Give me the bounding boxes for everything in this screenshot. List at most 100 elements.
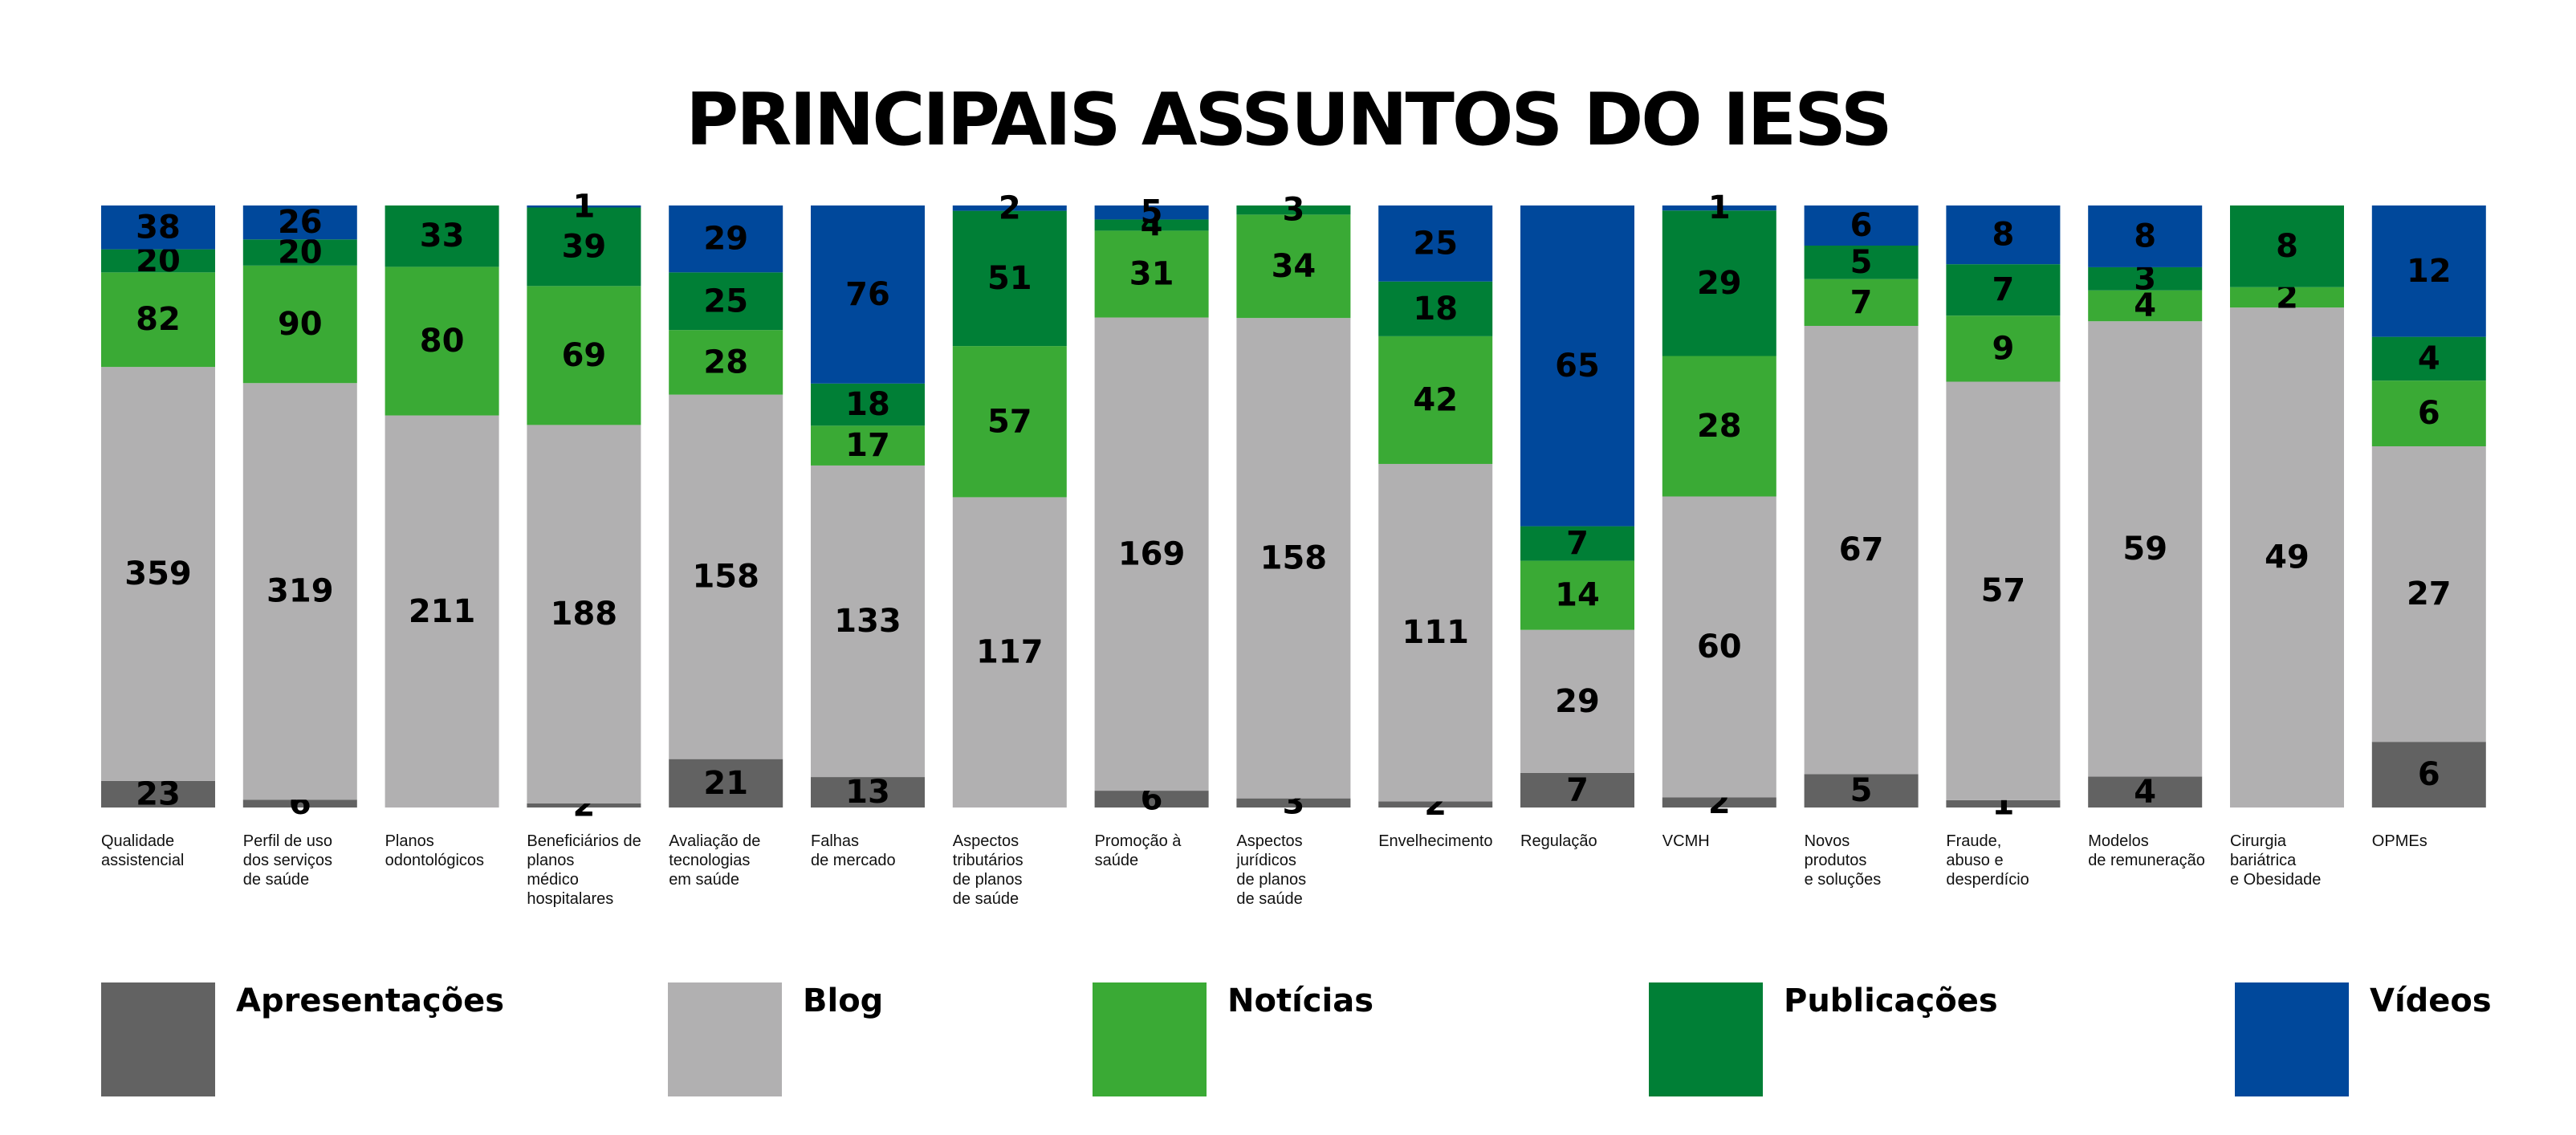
bar-segment-publicacoes: [527, 207, 641, 287]
bar-segment-noticias: [101, 272, 215, 368]
data-label: 39: [562, 228, 607, 265]
bar-segment-publicacoes: [1094, 219, 1209, 231]
data-label: 3: [1282, 192, 1304, 229]
data-label: 33: [420, 218, 465, 254]
category-label: Falhas de mercado: [811, 832, 896, 869]
bar-segment-apresentacoes: [1378, 801, 1493, 808]
bar-segment-apresentacoes: [527, 803, 641, 808]
bar-segment-blog: [1236, 318, 1351, 799]
bar-segment-blog: [1094, 317, 1209, 791]
bar-segment-blog: [101, 367, 215, 781]
bar-segment-videos: [527, 205, 641, 208]
data-label: 158: [692, 559, 759, 596]
bar-segment-blog: [1804, 326, 1919, 775]
bar-segment-blog: [811, 465, 925, 778]
data-label: 188: [551, 596, 618, 633]
bar-segment-videos: [101, 205, 215, 250]
bar-segment-noticias: [1520, 560, 1634, 630]
category-label: Qualidade assistencial: [101, 832, 185, 869]
bar-segment-noticias: [1804, 279, 1919, 326]
data-label: 26: [278, 204, 323, 241]
data-label: 18: [845, 386, 890, 423]
bar-segment-apresentacoes: [2088, 776, 2203, 808]
data-label: 8: [2134, 218, 2156, 254]
data-label: 38: [136, 209, 181, 246]
data-label: 7: [1850, 284, 1873, 321]
data-label: 169: [1118, 535, 1186, 572]
bar-segment-blog: [952, 497, 1067, 808]
bar-segment-videos: [811, 205, 925, 384]
bar-segment-noticias: [1094, 230, 1209, 318]
category-label: Modelos de remuneração: [2088, 832, 2205, 869]
legend-label: Blog: [803, 982, 884, 1019]
data-label: 29: [1555, 683, 1600, 720]
legend-swatch: [1649, 982, 1763, 1096]
bar-segment-publicacoes: [669, 272, 783, 331]
data-label: 5: [1850, 772, 1873, 809]
data-label: 359: [124, 555, 192, 592]
data-label: 158: [1260, 539, 1328, 576]
data-label: 1: [1708, 189, 1731, 226]
bar-segment-blog: [2371, 446, 2486, 742]
bar-segment-apresentacoes: [669, 759, 783, 808]
category-label: Perfil de uso dos serviços de saúde: [242, 832, 332, 889]
bar-segment-publicacoes: [242, 239, 357, 266]
data-label: 13: [845, 774, 890, 811]
bar-segment-noticias: [669, 330, 783, 395]
data-label: 1: [572, 188, 595, 225]
bar-segment-apresentacoes: [811, 777, 925, 808]
bar-segment-noticias: [2371, 380, 2486, 446]
data-label: 133: [834, 603, 901, 640]
bar-segment-publicacoes: [2230, 205, 2344, 287]
data-label: 29: [1697, 265, 1742, 302]
bar-segment-apresentacoes: [1804, 774, 1919, 808]
bar-segment-publicacoes: [101, 249, 215, 273]
bar-segment-noticias: [1236, 214, 1351, 319]
data-label: 9: [1992, 330, 2014, 367]
data-label: 34: [1272, 248, 1316, 285]
data-label: 28: [703, 344, 748, 380]
bar-segment-videos: [2371, 205, 2486, 337]
bar-segment-publicacoes: [1520, 526, 1634, 561]
category-label: Fraude, abuso e desperdício: [1946, 832, 2029, 889]
bar-segment-videos: [2088, 205, 2203, 267]
bar-segment-noticias: [385, 266, 499, 416]
category-label: Regulação: [1520, 832, 1597, 850]
category-label: Beneficiários de planos médico hospitala…: [527, 832, 641, 908]
bar-segment-publicacoes: [385, 205, 499, 267]
data-label: 4: [2134, 774, 2156, 811]
bar-segment-publicacoes: [1946, 264, 2061, 316]
bar-segment-noticias: [811, 425, 925, 466]
bar-segment-blog: [1378, 463, 1493, 802]
bar-segment-apresentacoes: [1236, 798, 1351, 808]
data-label: 57: [1981, 572, 2026, 609]
bar-segment-blog: [1946, 381, 2061, 800]
bar-segment-publicacoes: [1804, 246, 1919, 279]
bar-segment-videos: [1804, 205, 1919, 246]
data-label: 111: [1402, 614, 1469, 651]
data-label: 12: [2407, 253, 2452, 290]
data-label: 76: [845, 276, 890, 313]
bar-segment-apresentacoes: [2371, 742, 2486, 808]
category-label: OPMEs: [2371, 832, 2427, 850]
bar-segment-noticias: [1378, 336, 1493, 464]
legend-label: Apresentações: [236, 982, 505, 1019]
legend-label: Notícias: [1227, 982, 1374, 1019]
data-label: 23: [136, 775, 181, 812]
data-label: 8: [2276, 228, 2298, 265]
data-label: 319: [267, 573, 334, 610]
data-label: 7: [1992, 271, 2014, 308]
data-label: 20: [278, 234, 323, 271]
data-label: 4: [2418, 340, 2440, 377]
data-label: 8: [1992, 217, 2014, 254]
data-label: 57: [987, 403, 1032, 440]
category-label: Avaliação de tecnologias em saúde: [669, 832, 761, 889]
bar-segment-noticias: [242, 265, 357, 384]
chart-title: PRINCIPAIS ASSUNTOS DO IESS: [686, 78, 1892, 162]
category-label: Planos odontológicos: [385, 832, 485, 869]
data-label: 27: [2407, 576, 2452, 612]
data-label: 7: [1566, 525, 1589, 562]
data-label: 117: [976, 634, 1044, 671]
bar-segment-videos: [1946, 205, 2061, 265]
data-label: 211: [409, 593, 476, 630]
